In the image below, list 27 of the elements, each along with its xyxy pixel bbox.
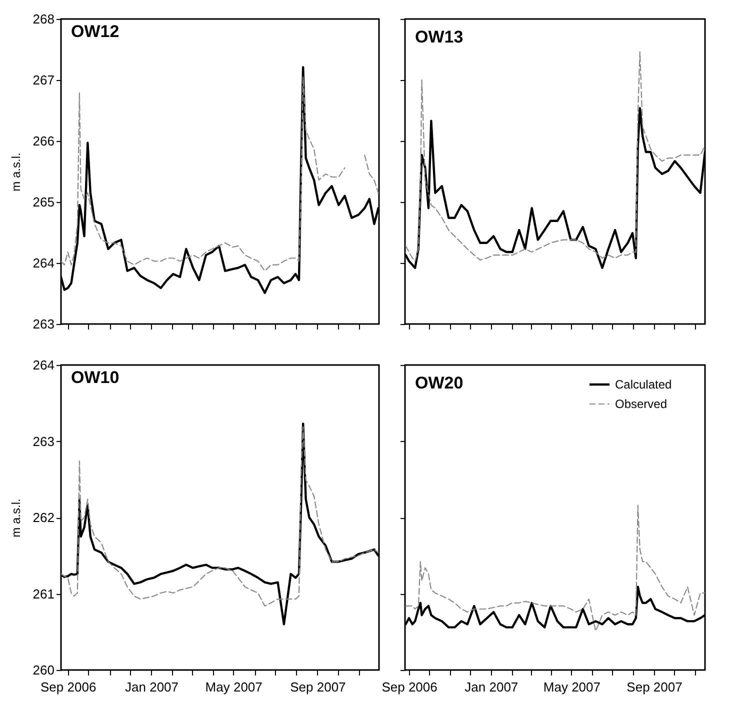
y-tick-label: 260 (32, 662, 54, 678)
chart-title: OW12 (71, 22, 120, 41)
x-tick-label: Sep 2007 (290, 680, 346, 694)
y-tick-label: 268 (32, 12, 54, 26)
x-tick-label: Sep 2006 (382, 680, 438, 694)
y-tick-label: 264 (32, 358, 54, 372)
legend-label: Observed (615, 397, 668, 411)
y-axis-title: m a.s.l. (8, 498, 23, 538)
y-tick-label: 264 (32, 256, 54, 270)
legend-label: Calculated (615, 378, 672, 392)
x-tick-label: Jan 2007 (125, 680, 179, 694)
y-tick-label: 265 (32, 194, 54, 210)
y-tick-label: 263 (32, 316, 54, 332)
y-tick-label: 261 (32, 586, 54, 602)
y-axis-title: m a.s.l. (8, 152, 23, 192)
x-tick-label: May 2007 (205, 680, 262, 694)
chart-title: OW10 (71, 368, 120, 387)
x-tick-label: Sep 2006 (40, 680, 96, 694)
text: OW20 (415, 374, 464, 392)
y-tick-label: 263 (32, 434, 54, 449)
y-tick-label: 267 (32, 72, 54, 88)
x-tick-label: Jan 2007 (464, 680, 518, 694)
y-tick-label: 266 (32, 134, 54, 148)
x-tick-label: Sep 2007 (626, 680, 682, 694)
y-tick-label: 262 (32, 510, 54, 525)
text: OW13 (415, 28, 464, 46)
x-tick-label: May 2007 (543, 680, 600, 694)
